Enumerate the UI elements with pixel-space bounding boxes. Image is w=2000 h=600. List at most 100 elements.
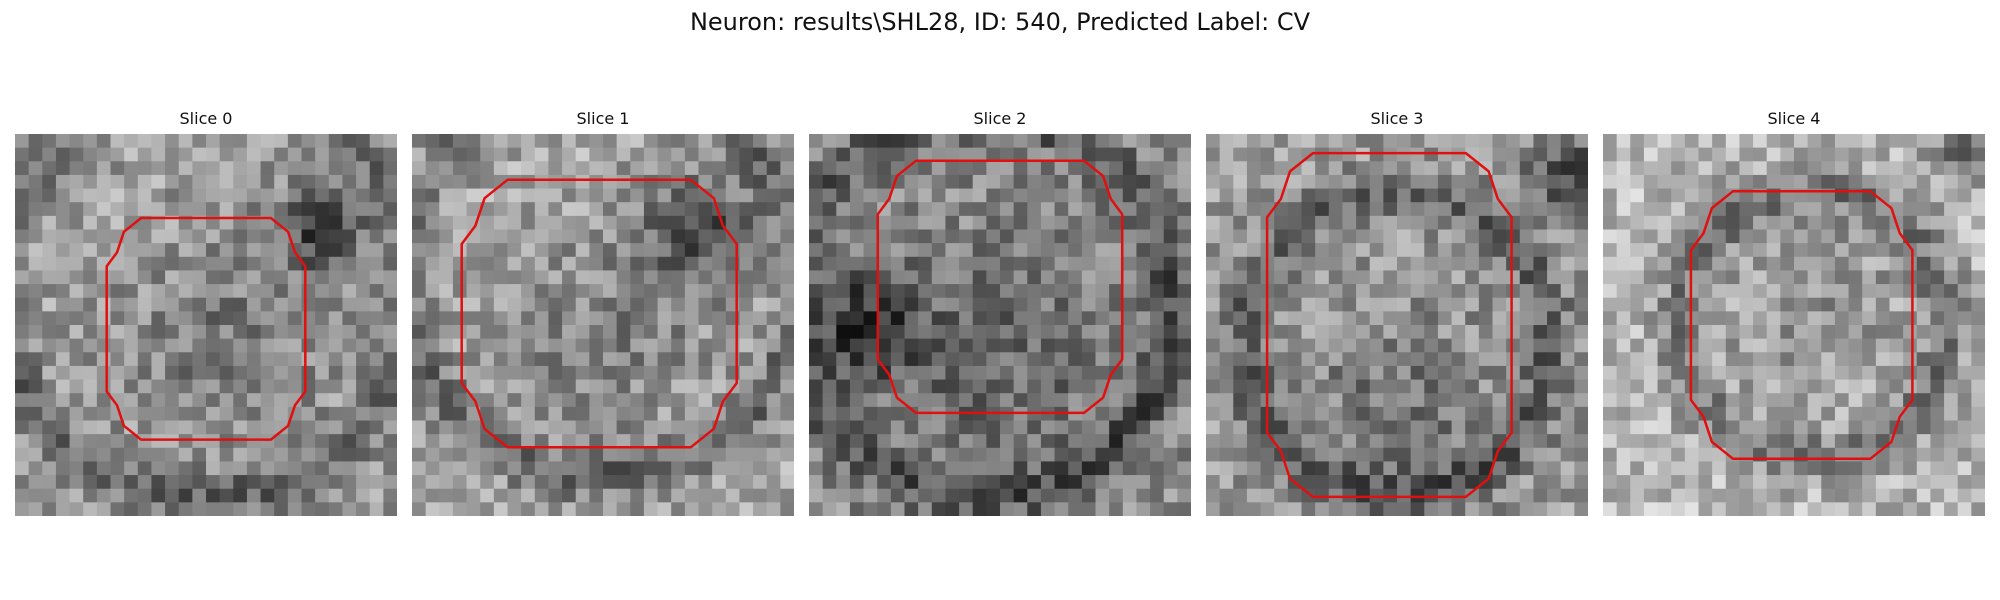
image-pixel bbox=[809, 134, 824, 149]
image-pixel bbox=[1862, 365, 1877, 381]
image-pixel bbox=[439, 297, 454, 312]
image-pixel bbox=[603, 420, 618, 435]
image-pixel bbox=[1643, 270, 1659, 285]
image-pixel bbox=[328, 338, 344, 353]
image-pixel bbox=[863, 338, 878, 353]
image-pixel bbox=[493, 420, 509, 435]
image-pixel bbox=[945, 365, 960, 381]
image-pixel bbox=[534, 243, 550, 258]
image-pixel bbox=[219, 161, 234, 176]
image-pixel bbox=[904, 284, 919, 299]
image-pixel bbox=[137, 229, 153, 244]
image-pixel bbox=[1081, 215, 1097, 231]
image-pixel bbox=[1766, 420, 1781, 435]
image-pixel bbox=[1383, 502, 1398, 516]
image-pixel bbox=[1971, 461, 1985, 476]
image-pixel bbox=[1766, 502, 1781, 516]
image-pixel bbox=[1328, 243, 1344, 258]
image-pixel bbox=[439, 256, 454, 272]
image-pixel bbox=[1739, 379, 1754, 394]
image-pixel bbox=[480, 447, 495, 463]
image-pixel bbox=[1478, 229, 1494, 244]
image-pixel bbox=[369, 325, 384, 340]
image-pixel bbox=[151, 338, 166, 353]
image-pixel bbox=[753, 379, 768, 394]
image-pixel bbox=[1753, 256, 1768, 272]
image-pixel bbox=[342, 134, 357, 149]
image-pixel bbox=[630, 420, 645, 435]
image-pixel bbox=[986, 434, 1001, 449]
image-pixel bbox=[849, 475, 865, 490]
image-pixel bbox=[55, 434, 71, 449]
image-pixel bbox=[274, 338, 289, 353]
image-pixel bbox=[1356, 406, 1371, 422]
image-pixel bbox=[137, 475, 153, 490]
image-pixel bbox=[1657, 461, 1672, 476]
image-pixel bbox=[890, 215, 906, 231]
image-pixel bbox=[1068, 215, 1083, 231]
image-pixel bbox=[28, 243, 43, 258]
image-pixel bbox=[219, 502, 234, 516]
image-pixel bbox=[890, 393, 906, 408]
image-pixel bbox=[698, 134, 713, 149]
image-pixel bbox=[15, 488, 30, 503]
image-pixel bbox=[1616, 161, 1631, 176]
image-pixel bbox=[1437, 325, 1453, 340]
image-pixel bbox=[246, 256, 262, 272]
image-pixel bbox=[534, 461, 550, 476]
image-pixel bbox=[328, 174, 344, 190]
image-pixel bbox=[1698, 379, 1713, 394]
image-pixel bbox=[972, 147, 987, 162]
image-pixel bbox=[1219, 297, 1234, 312]
image-pixel bbox=[986, 134, 1001, 149]
image-pixel bbox=[342, 215, 357, 231]
image-pixel bbox=[1794, 338, 1809, 353]
image-pixel bbox=[1712, 406, 1727, 422]
image-pixel bbox=[1465, 447, 1480, 463]
image-pixel bbox=[575, 434, 590, 449]
image-pixel bbox=[1930, 256, 1945, 272]
image-pixel bbox=[1369, 447, 1384, 463]
image-pixel bbox=[260, 338, 275, 353]
image-pixel bbox=[1739, 243, 1754, 258]
image-pixel bbox=[1315, 270, 1330, 285]
image-pixel bbox=[1834, 270, 1850, 285]
image-pixel bbox=[1547, 297, 1562, 312]
image-pixel bbox=[904, 147, 919, 162]
image-pixel bbox=[151, 434, 166, 449]
image-pixel bbox=[1219, 379, 1234, 394]
image-pixel bbox=[178, 488, 193, 503]
image-pixel bbox=[137, 365, 153, 381]
image-pixel bbox=[1657, 270, 1672, 285]
image-pixel bbox=[1315, 311, 1330, 326]
image-pixel bbox=[1040, 174, 1056, 190]
image-pixel bbox=[1739, 134, 1754, 149]
image-pixel bbox=[822, 393, 837, 408]
image-pixel bbox=[877, 297, 892, 312]
image-pixel bbox=[260, 147, 275, 162]
image-pixel bbox=[1451, 475, 1466, 490]
image-pixel bbox=[1957, 229, 1972, 244]
image-pixel bbox=[1712, 174, 1727, 190]
segmentation-contour bbox=[1265, 151, 1513, 499]
image-pixel bbox=[507, 461, 522, 476]
image-pixel bbox=[1451, 434, 1466, 449]
image-pixel bbox=[1122, 229, 1138, 244]
image-pixel bbox=[15, 270, 30, 285]
image-pixel bbox=[1315, 365, 1330, 381]
image-pixel bbox=[753, 420, 768, 435]
image-pixel bbox=[1233, 243, 1248, 258]
image-pixel bbox=[274, 420, 289, 435]
image-pixel bbox=[766, 174, 781, 190]
image-pixel bbox=[877, 447, 892, 463]
image-pixel bbox=[1397, 406, 1412, 422]
image-pixel bbox=[698, 270, 713, 285]
image-pixel bbox=[178, 188, 193, 203]
image-pixel bbox=[192, 379, 207, 394]
image-pixel bbox=[1369, 202, 1384, 217]
image-pixel bbox=[1807, 461, 1822, 476]
image-pixel bbox=[383, 393, 397, 408]
image-pixel bbox=[1027, 161, 1042, 176]
image-pixel bbox=[192, 488, 207, 503]
image-pixel bbox=[28, 406, 43, 422]
